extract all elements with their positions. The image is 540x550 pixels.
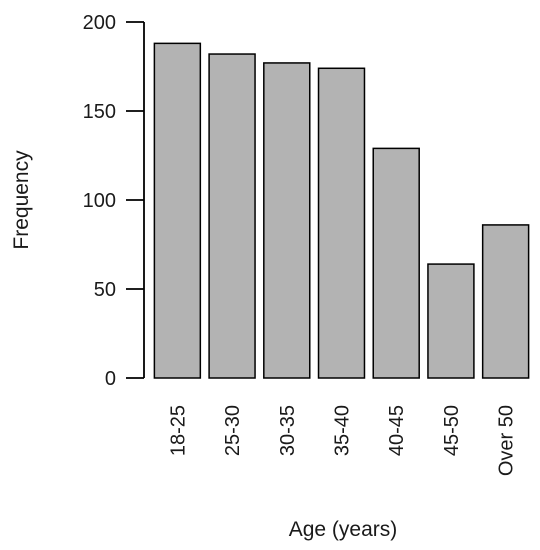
bar-over-50 [481,224,530,379]
y-tick-label: 50 [94,279,116,301]
x-tick-label: 40-45 [386,405,408,456]
y-tick-label: 200 [83,12,116,34]
bars [153,42,530,379]
x-tick-labels: 18-25 25-30 30-35 35-40 40-45 45-50 Over 50 [167,405,517,476]
y-axis-title: Frequency [10,150,33,250]
x-tick-label: 30-35 [277,405,299,456]
bar-18-25 [153,42,202,379]
bar-45-50 [427,263,475,379]
bar-40-45 [372,147,420,379]
y-axis: 0 50 100 150 200 [83,12,145,390]
x-tick-label: 25-30 [222,405,244,456]
y-tick-label: 100 [83,190,116,212]
x-tick-label: 18-25 [167,405,189,456]
x-tick-label: 35-40 [332,405,354,456]
x-tick-label: 45-50 [441,405,463,456]
bar-30-35 [263,62,311,379]
y-tick-label: 150 [83,101,116,123]
y-tick-label: 0 [105,368,116,390]
bar-25-30 [208,53,256,379]
x-axis-title: Age (years) [289,518,398,541]
bar-35-40 [317,67,366,379]
x-tick-label: Over 50 [496,405,518,476]
